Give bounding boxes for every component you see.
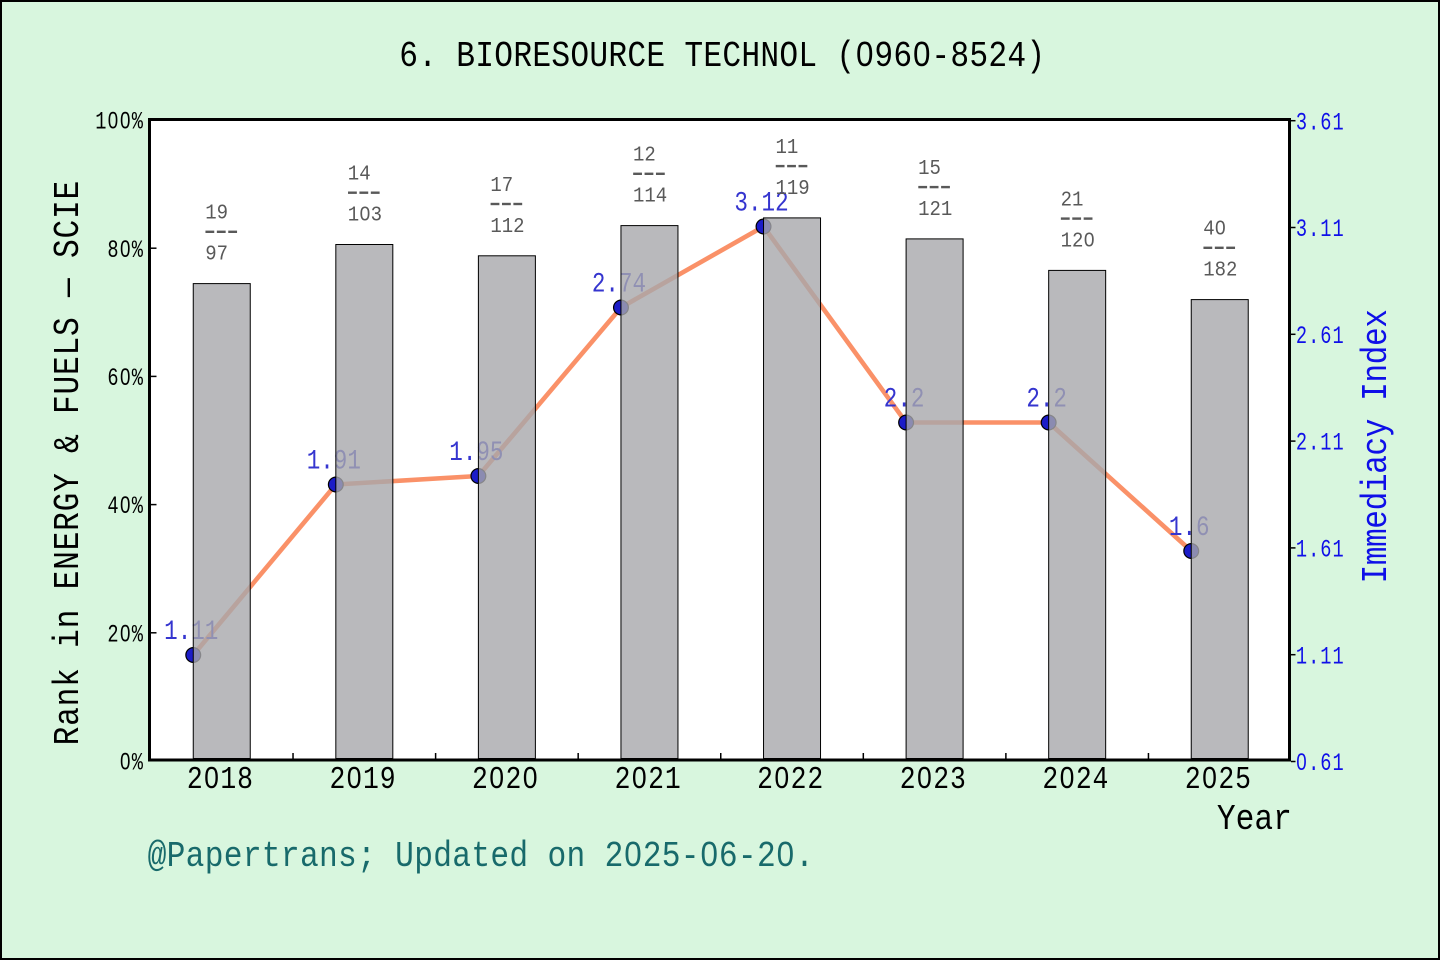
svg-text:2019: 2019	[329, 762, 396, 798]
svg-text:2020: 2020	[472, 762, 539, 798]
svg-text:15: 15	[918, 157, 941, 181]
svg-text:60%: 60%	[107, 365, 144, 393]
svg-text:2022: 2022	[757, 762, 824, 798]
svg-text:2021: 2021	[615, 762, 682, 798]
svg-text:2018: 2018	[187, 762, 254, 798]
svg-text:40%: 40%	[107, 493, 144, 521]
svg-text:Year: Year	[1217, 800, 1292, 841]
svg-text:1.61: 1.61	[1296, 536, 1345, 564]
svg-text:120: 120	[1061, 230, 1095, 254]
svg-text:112: 112	[490, 215, 524, 239]
svg-text:1.11: 1.11	[1296, 643, 1345, 671]
svg-text:121: 121	[918, 198, 952, 222]
svg-text:40: 40	[1203, 218, 1226, 242]
svg-text:Immediacy Index: Immediacy Index	[1357, 310, 1398, 584]
svg-text:3.12: 3.12	[734, 188, 788, 220]
svg-text:182: 182	[1203, 259, 1237, 283]
svg-text:2024: 2024	[1042, 762, 1109, 798]
svg-text:0%: 0%	[120, 749, 144, 777]
svg-text:103: 103	[348, 204, 382, 228]
svg-text:21: 21	[1061, 189, 1084, 213]
svg-text:80%: 80%	[107, 236, 144, 264]
svg-text:19: 19	[205, 202, 228, 226]
svg-text:Rank in ENERGY & FUELS — SCIE: Rank in ENERGY & FUELS — SCIE	[49, 180, 90, 745]
svg-text:2023: 2023	[900, 762, 967, 798]
svg-text:2025: 2025	[1185, 762, 1252, 798]
svg-text:6. BIORESOURCE TECHNOL (0960-8: 6. BIORESOURCE TECHNOL (0960-8524)	[399, 37, 1045, 78]
svg-text:100%: 100%	[95, 108, 144, 136]
svg-text:2.61: 2.61	[1296, 322, 1345, 350]
svg-text:17: 17	[490, 174, 513, 198]
svg-text:2.11: 2.11	[1296, 429, 1345, 457]
svg-text:3.61: 3.61	[1296, 109, 1345, 137]
svg-text:14: 14	[348, 163, 371, 187]
svg-text:@Papertrans; Updated on 2025-0: @Papertrans; Updated on 2025-06-20.	[148, 837, 815, 878]
svg-text:12: 12	[633, 144, 656, 168]
svg-text:3.11: 3.11	[1296, 216, 1345, 244]
svg-text:11: 11	[776, 136, 799, 160]
svg-text:97: 97	[205, 243, 228, 267]
svg-text:114: 114	[633, 185, 667, 209]
svg-text:20%: 20%	[107, 621, 144, 649]
svg-text:0.61: 0.61	[1296, 750, 1345, 778]
svg-text:119: 119	[776, 177, 810, 201]
